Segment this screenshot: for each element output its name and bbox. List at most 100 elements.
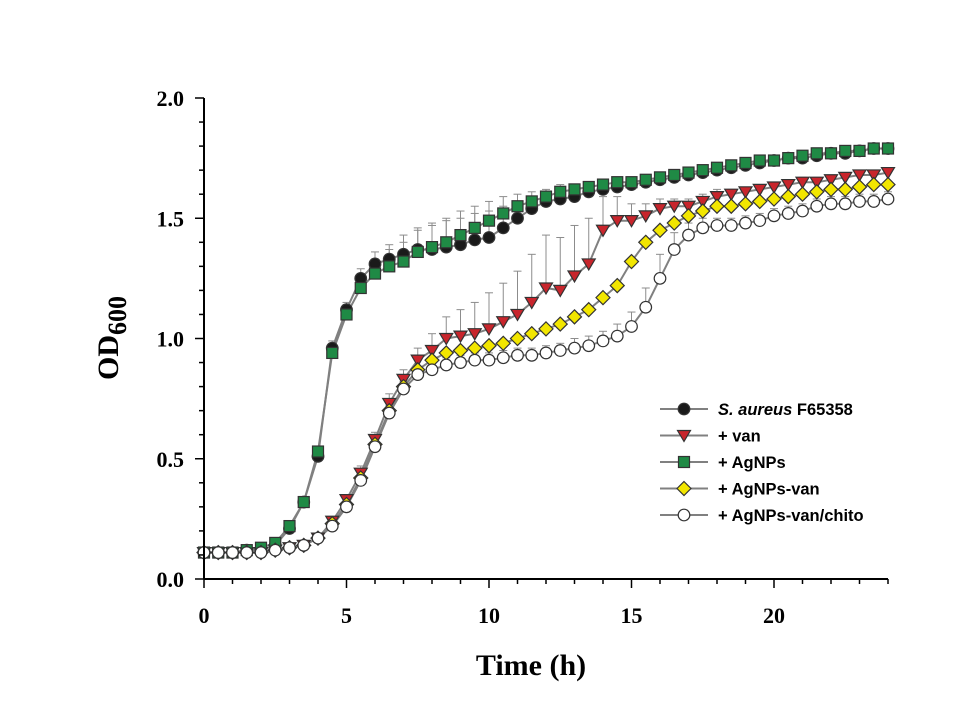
data-point-agnps <box>554 185 567 198</box>
y-axis-title-subscript: 600 <box>103 296 132 335</box>
data-point-agnps <box>796 149 809 162</box>
data-point-agnps-van-chito <box>667 243 681 256</box>
data-point-van <box>723 188 739 202</box>
data-point-agnps-van-chito <box>696 221 710 235</box>
data-point-van <box>609 215 625 228</box>
data-point-agnps-van-chito <box>496 351 510 365</box>
data-point-van <box>866 169 882 183</box>
data-point-van <box>581 258 597 272</box>
data-point-agnps <box>682 166 695 179</box>
data-point-agnps-van-chito <box>539 346 553 360</box>
data-point-agnps-van-chito <box>325 519 339 533</box>
data-point-agnps-van-chito <box>596 334 610 348</box>
data-point-agnps-van <box>609 277 626 294</box>
data-point-agnps-van <box>694 203 711 219</box>
data-point-agnps-van-chito <box>824 197 838 211</box>
data-point-agnps <box>482 214 496 227</box>
legend-label-van: + van <box>718 428 761 446</box>
data-point-van <box>680 200 697 214</box>
data-point-agnps-van-chito <box>283 541 296 555</box>
data-point-agnps-van <box>737 195 754 212</box>
data-point-agnps-van-chito <box>211 546 225 559</box>
data-point-agnps <box>668 168 681 182</box>
data-point-agnps-van <box>780 188 797 205</box>
data-point-agnps <box>810 147 823 160</box>
data-point-agnps-van-chito <box>739 216 752 230</box>
data-point-agnps-van-chito <box>411 368 425 381</box>
y-axis-title: OD600 <box>92 296 132 380</box>
data-point-agnps-van-chito <box>468 353 482 367</box>
series-markers-layer <box>196 142 896 561</box>
data-point-agnps-van-chito <box>254 546 268 559</box>
data-point-agnps-van <box>766 191 782 207</box>
data-point-agnps-van <box>865 176 882 193</box>
data-point-s-aureus-f65358 <box>496 221 510 235</box>
legend-label-agnps-van: + AgNPs-van <box>718 481 820 499</box>
data-point-agnps-van <box>481 337 497 354</box>
data-point-agnps-van <box>438 345 455 361</box>
data-point-agnps-van-chito <box>639 300 653 314</box>
data-point-agnps <box>824 147 838 160</box>
data-point-agnps-van-chito <box>724 219 738 232</box>
data-point-agnps-van-chito <box>796 204 809 218</box>
data-point-van <box>623 215 640 228</box>
data-point-agnps-van <box>851 179 868 195</box>
data-point-van <box>438 332 454 346</box>
data-point-s-aureus-f65358 <box>511 211 524 225</box>
data-point-agnps <box>710 161 724 174</box>
data-point-agnps <box>696 164 709 177</box>
data-point-agnps-van-chito <box>610 329 624 343</box>
data-point-agnps-van-chito <box>511 348 524 362</box>
data-point-agnps <box>611 176 624 189</box>
data-point-agnps-van-chito <box>226 546 239 559</box>
data-point-agnps-van <box>808 183 825 200</box>
data-point-agnps <box>739 156 752 170</box>
legend-label-agnps-van-chito: + AgNPs-van/chito <box>718 507 864 525</box>
data-point-agnps <box>881 142 895 155</box>
legend-marker-agnps-van <box>676 480 692 497</box>
data-point-agnps-van-chito <box>838 197 852 211</box>
data-point-agnps-van-chito <box>710 219 724 232</box>
x-tick-label: 0 <box>199 603 210 628</box>
data-point-van <box>695 195 711 209</box>
data-point-agnps-van <box>595 289 611 306</box>
legend-label-s-aureus-f65358: S. aureus F65358 <box>718 401 853 419</box>
data-point-agnps-van <box>623 253 640 270</box>
data-point-van <box>780 178 796 192</box>
data-point-van <box>552 284 568 298</box>
x-axis-title: Time (h) <box>476 649 586 682</box>
data-point-agnps <box>568 183 581 196</box>
data-point-van <box>737 186 754 199</box>
legend-label-agnps: + AgNPs <box>718 454 786 472</box>
data-point-agnps <box>411 245 424 259</box>
data-point-agnps <box>725 159 738 172</box>
data-point-agnps <box>497 207 510 220</box>
data-point-agnps-van-chito <box>525 348 539 362</box>
data-point-van <box>638 210 654 224</box>
data-point-agnps <box>839 144 852 158</box>
data-point-agnps <box>283 519 296 533</box>
data-point-agnps-van <box>466 340 483 356</box>
data-point-s-aureus-f65358 <box>468 233 482 247</box>
data-point-van <box>766 181 782 195</box>
data-point-agnps-van-chito <box>454 356 467 369</box>
data-point-agnps-van <box>823 181 839 198</box>
data-point-agnps-van-chito <box>867 195 881 208</box>
data-point-van <box>424 344 440 358</box>
data-point-van <box>652 203 668 216</box>
data-point-agnps-van <box>552 316 569 332</box>
data-point-agnps <box>582 180 595 194</box>
data-point-agnps-van-chito <box>439 358 453 372</box>
x-tick-label: 20 <box>763 603 785 628</box>
data-point-agnps-van-chito <box>382 406 396 420</box>
legend-marker-agnps <box>677 455 691 469</box>
data-point-agnps-van-chito <box>425 363 439 377</box>
legend: S. aureus F65358 + van + AgNPs + AgNPs-van +… <box>660 401 864 525</box>
data-point-agnps <box>782 152 795 165</box>
data-point-agnps-van-chito <box>881 192 895 206</box>
data-point-agnps <box>511 200 524 213</box>
data-point-van <box>851 169 868 183</box>
data-point-agnps-van-chito <box>582 339 596 353</box>
data-point-agnps <box>539 190 553 203</box>
